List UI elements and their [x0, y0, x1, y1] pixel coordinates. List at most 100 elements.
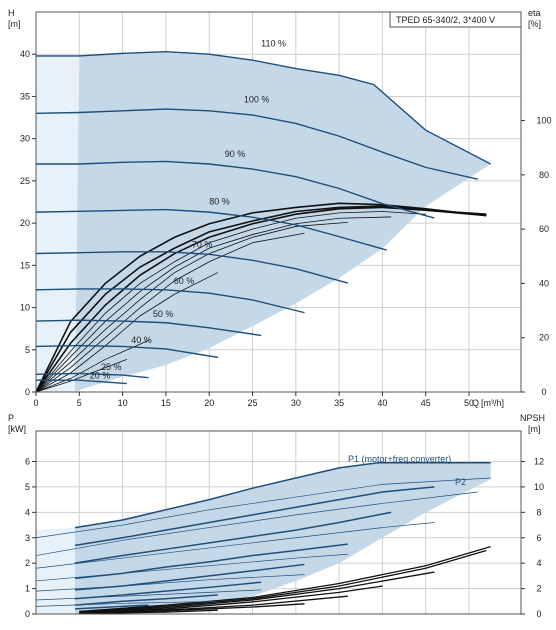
npsh-curve	[79, 571, 435, 614]
flow-tick-label: 20	[204, 398, 214, 408]
head-curve	[35, 288, 305, 314]
head-tick-label: 35	[20, 91, 30, 101]
efficiency-curve	[35, 206, 487, 393]
speed-label: 25 %	[101, 362, 122, 372]
flow-axis-ticks: 0 5 10 15 20 25 30 35 40 45 50	[33, 392, 474, 408]
head-curve	[35, 344, 218, 359]
flow-axis-label: Q	[472, 398, 479, 408]
head-axis-label: H	[8, 8, 15, 18]
eta-axis-ticks: 0 20 40 60 80 100	[521, 116, 552, 397]
npsh-tick-label: 4	[536, 558, 541, 568]
p2-curve	[35, 477, 491, 539]
eta-axis-unit: [%]	[528, 19, 541, 29]
p2-curve	[35, 574, 305, 592]
efficiency-curve	[35, 216, 392, 393]
p1-curve	[74, 594, 218, 606]
npsh-curve	[79, 609, 218, 615]
head-tick-label: 20	[20, 218, 30, 228]
p1-curves	[74, 462, 491, 610]
power-tick-label: 1	[25, 584, 30, 594]
eta-axis-label: eta	[528, 8, 541, 18]
eta-tick-label: 40	[539, 278, 549, 288]
speed-labels: 110 % 100 % 90 % 80 % 70 % 60 % 50 % 40 % 25 %20…	[90, 39, 286, 381]
npsh-axis-ticks: 0 2 4 6 8 10 12	[521, 457, 544, 619]
flow-tick-label: 30	[291, 398, 301, 408]
speed-label: 100 %	[244, 94, 270, 104]
npsh-tick-label: 2	[536, 584, 541, 594]
head-tick-label: 10	[20, 303, 30, 313]
head-curve	[35, 372, 149, 379]
head-tick-label: 25	[20, 176, 30, 186]
p1-curve	[74, 511, 392, 564]
p1-curve	[74, 581, 262, 600]
flow-axis-unit: [m³/h]	[481, 398, 504, 408]
efficiency-curve	[35, 211, 426, 393]
npsh-curve	[79, 549, 487, 613]
lower-plot-frame	[35, 430, 522, 615]
p1-curve	[74, 543, 348, 580]
eta-tick-label: 100	[536, 116, 551, 126]
npsh-curve	[79, 546, 491, 613]
upper-plot-frame	[35, 11, 522, 393]
power-range-region	[74, 462, 491, 614]
speed-label: 70 %	[192, 240, 213, 250]
flow-tick-label: 25	[248, 398, 258, 408]
head-curves	[35, 50, 492, 385]
p2-curve	[35, 600, 218, 607]
speed-label: 20 %	[90, 370, 111, 380]
flow-tick-label: 0	[33, 398, 38, 408]
npsh-tick-label: 6	[536, 533, 541, 543]
head-tick-label: 30	[20, 134, 30, 144]
speed-label: 60 %	[174, 276, 195, 286]
npsh-curve	[79, 585, 383, 614]
power-axis-unit: [kW]	[8, 424, 26, 434]
efficiency-curve	[35, 205, 487, 393]
head-tick-label: 0	[25, 387, 30, 397]
npsh-tick-label: 8	[536, 507, 541, 517]
p1-curve	[74, 486, 435, 547]
npsh-tick-label: 10	[534, 482, 544, 492]
head-tick-label: 15	[20, 260, 30, 270]
head-curve	[35, 319, 262, 337]
power-axis-ticks: 0 1 2 3 4 5 6	[25, 457, 36, 619]
speed-label: 80 %	[209, 197, 230, 207]
power-axis-label: P	[8, 413, 14, 423]
power-tick-label: 2	[25, 558, 30, 568]
power-tick-label: 6	[25, 457, 30, 467]
p1-annotation: P1 (motor+freq.converter)	[348, 454, 451, 464]
speed-label: 40 %	[131, 335, 152, 345]
flow-tick-label: 40	[377, 398, 387, 408]
p1-curve	[74, 462, 491, 529]
p2-curve	[35, 491, 478, 556]
head-curve	[35, 251, 348, 284]
eta-tick-label: 20	[539, 333, 549, 343]
p1-curve	[74, 604, 149, 610]
head-curve	[35, 208, 387, 251]
head-curve	[36, 160, 435, 219]
flow-tick-label: 35	[334, 398, 344, 408]
p1-curve	[74, 563, 305, 591]
head-axis-ticks: 0 5 10 15 20 25 30 35 40	[20, 49, 36, 397]
speed-label: 110 %	[261, 39, 286, 49]
power-tick-label: 4	[25, 507, 30, 517]
efficiency-curve	[35, 340, 149, 393]
speed-label: 50 %	[153, 309, 174, 319]
npsh-curve	[79, 603, 305, 615]
npsh-axis-label: NPSH	[520, 413, 545, 423]
head-axis-unit: [m]	[8, 19, 21, 29]
npsh-axis-unit: [m]	[528, 424, 541, 434]
head-curve	[36, 50, 492, 165]
p2-annotation: P2	[455, 477, 466, 487]
efficiency-curve	[35, 221, 348, 393]
power-tick-label: 0	[25, 609, 30, 619]
title-box	[389, 11, 522, 28]
flow-tick-label: 10	[118, 398, 128, 408]
power-range-region-light	[36, 527, 75, 614]
flow-tick-label: 50	[464, 398, 474, 408]
speed-label: 90 %	[225, 149, 246, 159]
npsh-curves	[79, 546, 491, 615]
npsh-tick-label: 0	[536, 609, 541, 619]
head-efficiency-plot: 110 %100 %90 %80 %70 %60 %50 %40 %25 %20…	[8, 8, 552, 408]
